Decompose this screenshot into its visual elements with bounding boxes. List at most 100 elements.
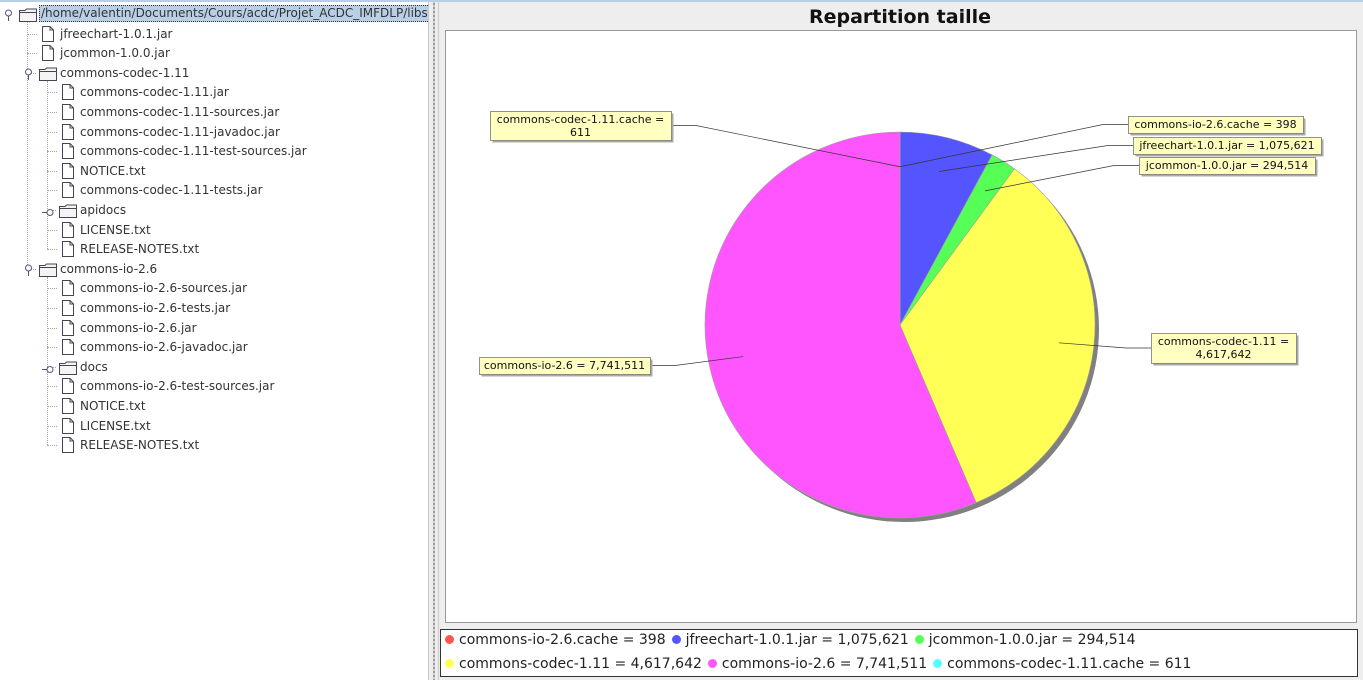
legend-item: jcommon-1.0.0.jar = 294,514 [914, 632, 1136, 648]
file-icon [61, 417, 75, 437]
label-leader-line [671, 125, 901, 168]
tree-root-node[interactable]: /home/valentin/Documents/Cours/acdc/Proj… [0, 4, 428, 24]
tree-node-label[interactable]: LICENSE.txt [80, 418, 151, 433]
chart-legend: commons-io-2.6.cache = 398 jfreechart-1.0… [440, 629, 1358, 677]
tree-file-node[interactable]: LICENSE.txt [0, 416, 428, 436]
slice-label: jcommon-1.0.0.jar = 294,514 [1145, 159, 1308, 172]
tree-file-node[interactable]: commons-codec-1.11-tests.jar [0, 180, 428, 200]
tree-node-label[interactable]: RELEASE-NOTES.txt [80, 438, 200, 453]
tree-folder-node[interactable]: commons-codec-1.11 [0, 63, 428, 83]
tree-node-label[interactable]: NOTICE.txt [80, 163, 146, 178]
slice-label-box [479, 357, 651, 375]
file-icon [61, 378, 75, 397]
file-icon [61, 104, 75, 123]
tree-file-node[interactable]: commons-codec-1.11-test-sources.jar [0, 141, 428, 161]
tree-node-label[interactable]: commons-io-2.6-tests.jar [80, 301, 231, 315]
tree-node-label[interactable]: commons-codec-1.11-tests.jar [80, 183, 263, 198]
folder-open-icon [39, 263, 57, 280]
label-leader-line [938, 145, 1133, 172]
tree-file-node[interactable]: RELEASE-NOTES.txt [0, 435, 428, 455]
tree-node-label[interactable]: jfreechart-1.0.1.jar [60, 26, 173, 41]
tree-node-label[interactable]: apidocs [80, 203, 127, 217]
legend-label: commons-io-2.6.cache = 398 [459, 632, 666, 648]
tree-file-node[interactable]: commons-io-2.6-javadoc.jar [0, 337, 428, 357]
legend-row-1: commons-io-2.6.cache = 398 jfreechart-1.0… [445, 632, 1142, 652]
pie-slice [704, 131, 977, 519]
tree-file-node[interactable]: jcommon-1.0.0.jar [0, 43, 428, 63]
tree-connector-line [27, 53, 37, 55]
tree-connector-line [47, 80, 48, 250]
legend-swatch [445, 635, 454, 644]
tree-file-node[interactable]: jfreechart-1.0.1.jar [0, 24, 428, 44]
tree-collapse-handle-icon[interactable] [24, 264, 32, 276]
legend-label: jcommon-1.0.0.jar = 294,514 [928, 632, 1136, 648]
divider-grip [433, 2, 435, 680]
folder-open-icon [39, 67, 57, 84]
pie-slice [899, 168, 1096, 504]
tree-connector-line [47, 276, 48, 446]
label-leader-line [650, 356, 744, 366]
tree-node-label[interactable]: RELEASE-NOTES.txt [80, 242, 200, 257]
tree-node-label[interactable]: commons-codec-1.11 [60, 65, 190, 80]
tree-connector-line [47, 229, 57, 231]
legend-swatch [933, 659, 943, 668]
tree-node-label[interactable]: commons-io-2.6-test-sources.jar [80, 379, 275, 394]
tree-connector-line [47, 406, 57, 407]
tree-node-label[interactable]: docs [80, 359, 108, 374]
tree-node-label[interactable]: commons-io-2.6.jar [80, 320, 197, 335]
file-icon [61, 162, 75, 182]
folder-open-icon [19, 8, 37, 25]
tree-node-label[interactable]: LICENSE.txt [80, 222, 151, 237]
file-tree[interactable]: /home/valentin/Documents/Cours/acdc/Proj… [0, 2, 428, 678]
tree-file-node[interactable]: commons-codec-1.11.jar [0, 82, 428, 102]
file-icon [61, 241, 75, 260]
tree-node-label[interactable]: jcommon-1.0.0.jar [60, 46, 170, 61]
tree-file-node[interactable]: commons-io-2.6.jar [0, 318, 428, 338]
file-icon [61, 84, 75, 103]
tree-node-label[interactable]: /home/valentin/Documents/Cours/acdc/Proj… [39, 5, 428, 22]
tree-node-label[interactable]: NOTICE.txt [80, 399, 146, 413]
tree-expand-handle-icon[interactable] [42, 363, 54, 373]
file-icon [61, 319, 75, 339]
tree-collapse-handle-icon[interactable] [4, 9, 12, 21]
tree-expand-handle-icon[interactable] [42, 206, 54, 216]
tree-connector-line [47, 327, 57, 329]
slice-label-box [490, 111, 672, 141]
slice-label: 611 [570, 126, 591, 139]
tree-file-node[interactable]: commons-io-2.6-sources.jar [0, 278, 428, 298]
slice-label-box [1128, 116, 1304, 134]
tree-node-label[interactable]: commons-codec-1.11-sources.jar [80, 105, 280, 119]
label-leader-line [1058, 342, 1151, 349]
label-leader-line [984, 165, 1139, 192]
file-icon [61, 280, 75, 299]
tree-file-node[interactable]: LICENSE.txt [0, 220, 428, 240]
tree-collapse-handle-icon[interactable] [24, 68, 32, 80]
tree-node-label[interactable]: commons-io-2.6 [60, 261, 158, 276]
slice-label: 4,617,642 [1196, 348, 1252, 361]
tree-node-label[interactable]: commons-codec-1.11-javadoc.jar [80, 124, 280, 139]
tree-node-label[interactable]: commons-codec-1.11-test-sources.jar [80, 144, 307, 159]
tree-file-node[interactable]: RELEASE-NOTES.txt [0, 239, 428, 259]
tree-node-label[interactable]: commons-io-2.6-javadoc.jar [80, 340, 248, 355]
file-icon [61, 221, 75, 241]
folder-icon [59, 361, 77, 378]
tree-file-node[interactable]: commons-io-2.6-test-sources.jar [0, 376, 428, 396]
split-pane-divider[interactable] [428, 2, 439, 680]
tree-file-node[interactable]: commons-codec-1.11-sources.jar [0, 102, 428, 122]
tree-connector-line [47, 288, 57, 290]
tree-file-node[interactable]: commons-io-2.6-tests.jar [0, 298, 428, 318]
file-icon [41, 45, 55, 64]
legend-item: commons-codec-1.11 = 4,617,642 [445, 656, 702, 672]
tree-folder-node[interactable]: apidocs [0, 200, 428, 220]
tree-node-label[interactable]: commons-io-2.6-sources.jar [80, 281, 248, 296]
tree-file-node[interactable]: NOTICE.txt [0, 396, 428, 416]
tree-file-node[interactable]: NOTICE.txt [0, 161, 428, 181]
tree-file-node[interactable]: commons-codec-1.11-javadoc.jar [0, 122, 428, 142]
tree-node-label[interactable]: commons-codec-1.11.jar [80, 85, 229, 100]
tree-connector-line [47, 347, 57, 349]
file-icon [61, 437, 75, 456]
file-icon [61, 143, 75, 162]
tree-folder-node[interactable]: commons-io-2.6 [0, 259, 428, 279]
legend-swatch [707, 659, 717, 668]
tree-folder-node[interactable]: docs [0, 357, 428, 377]
